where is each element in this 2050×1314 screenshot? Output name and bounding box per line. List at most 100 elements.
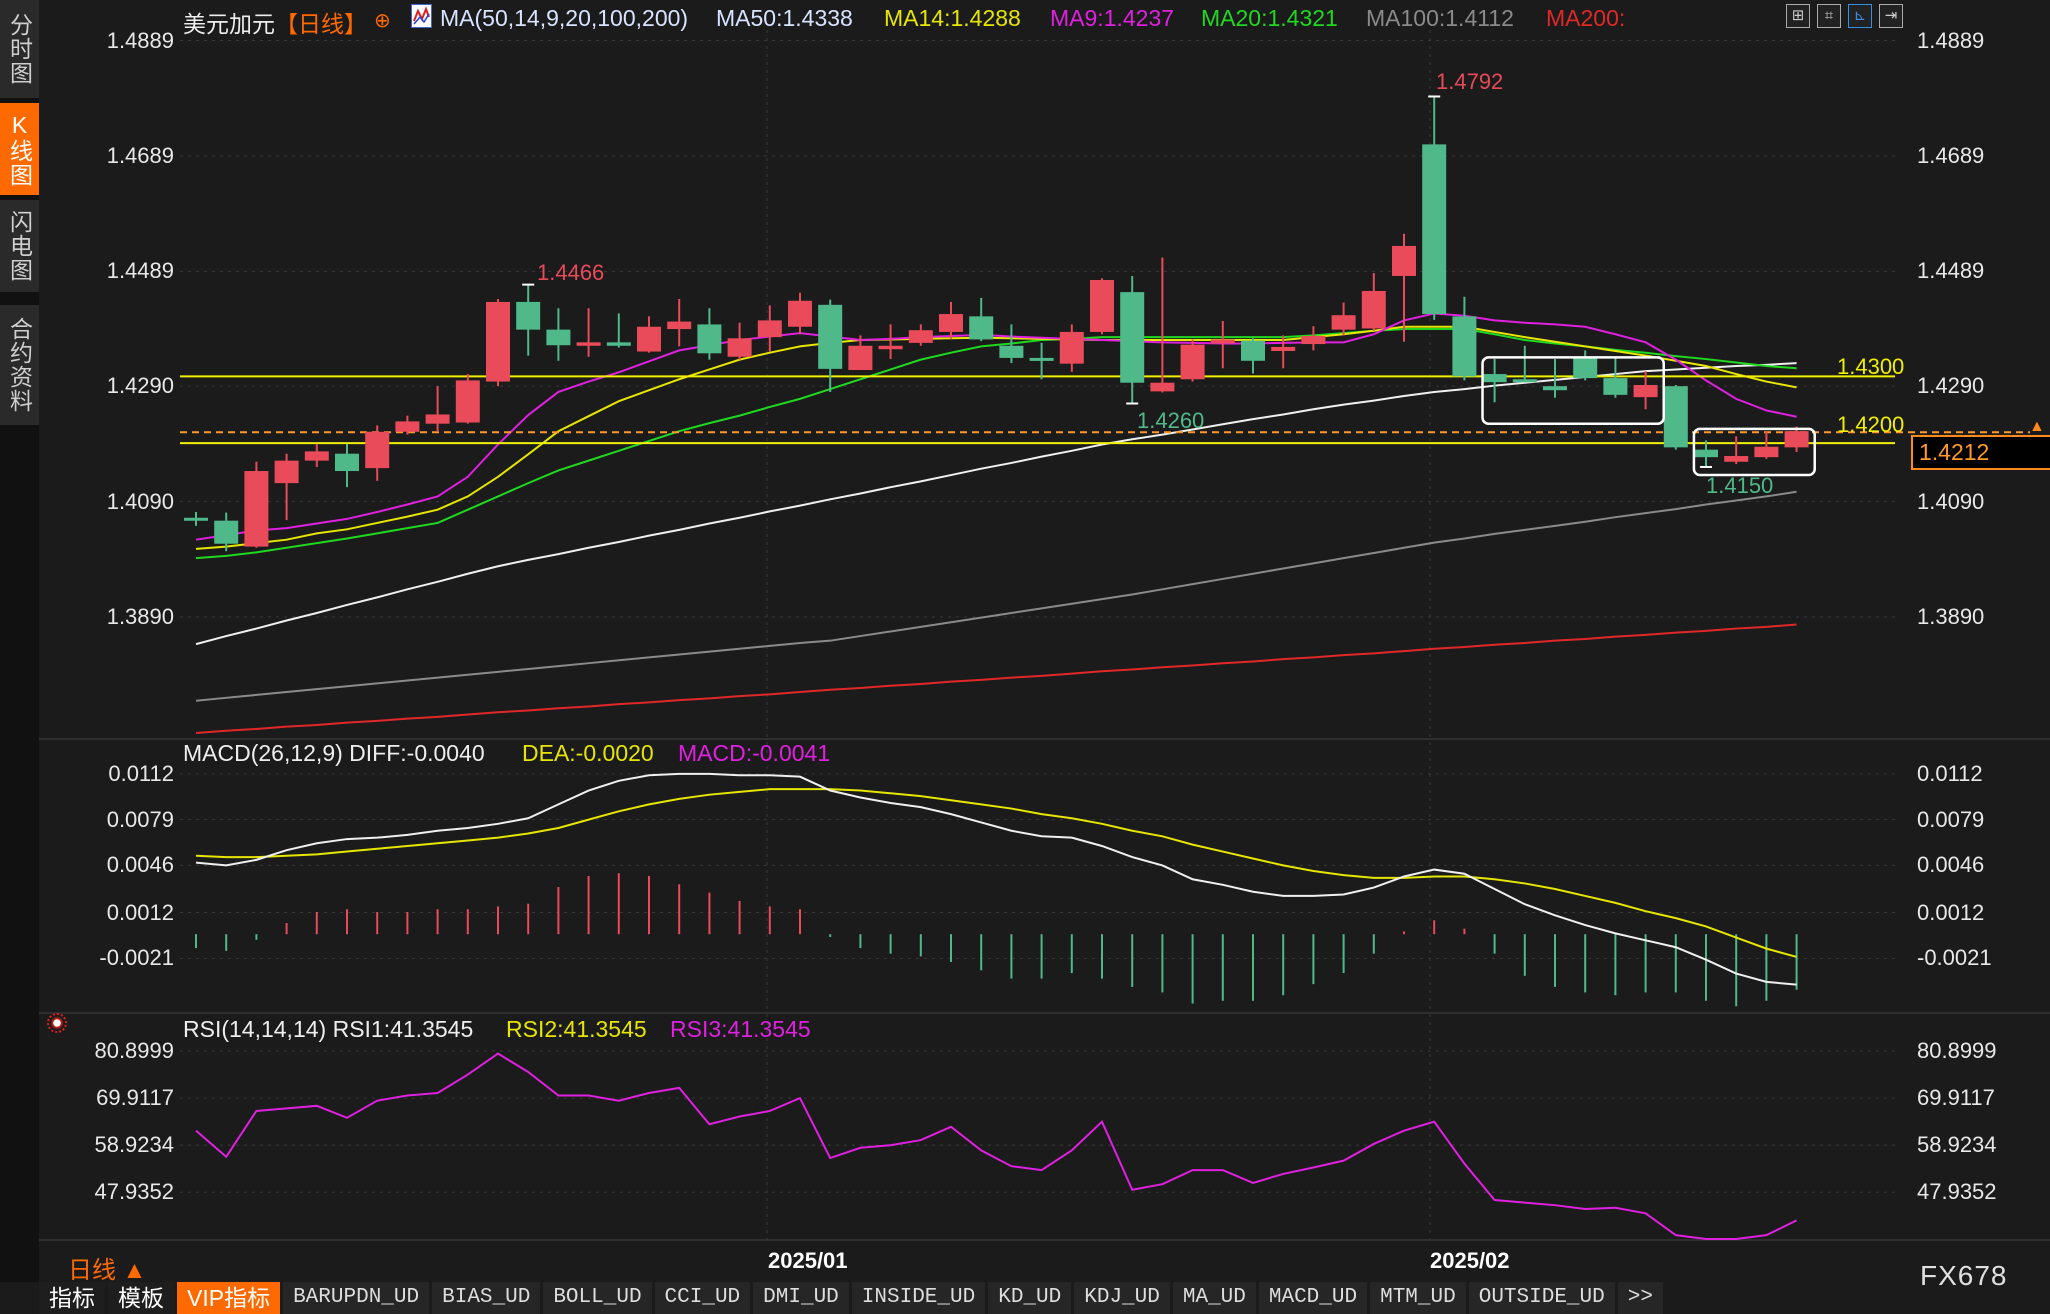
indicator-tab[interactable]: DMI_UD	[753, 1282, 849, 1314]
line-1.4300-label: 1.4300	[1837, 354, 1905, 379]
ma-line-ma14	[195, 325, 1797, 550]
indicator-tab[interactable]: >>	[1617, 1282, 1663, 1314]
macd-axis-label: 0.0079	[1917, 806, 1985, 832]
indicator-tab[interactable]: KDJ_UD	[1074, 1282, 1170, 1314]
target-icon[interactable]	[47, 1013, 67, 1033]
candle-body	[1784, 431, 1809, 448]
candle-body	[1180, 344, 1205, 380]
candle-body	[1090, 279, 1114, 332]
candle-body	[1512, 379, 1537, 383]
left-tab-strip: 分时图 K线图 闪电图 合约资料	[0, 0, 39, 1282]
indicator-tab[interactable]: OUTSIDE_UD	[1468, 1282, 1615, 1314]
exit-icon[interactable]: ⇥	[1879, 4, 1903, 28]
brand-logo: FX678	[1920, 1260, 2008, 1291]
ma50-value: MA50:1.4338	[716, 5, 853, 31]
ma-line-ma50	[195, 362, 1797, 646]
candle-body	[1241, 340, 1265, 361]
macd-value: MACD:-0.0041	[678, 740, 831, 766]
tab-timeshare[interactable]: 分时图	[0, 0, 39, 98]
candle-body	[1482, 374, 1507, 383]
indicator-tab[interactable]: CCI_UD	[654, 1282, 751, 1314]
candle-body	[546, 329, 571, 346]
tab-kline[interactable]: K线图	[0, 103, 39, 195]
rsi-axis-label: 47.9352	[1917, 1179, 1997, 1205]
rsi-axis-label: 69.9117	[96, 1085, 174, 1111]
macd-panel	[195, 772, 1798, 1007]
price-axis-label: 1.4290	[1917, 373, 1985, 399]
candle-body	[697, 324, 722, 354]
ma-line-ma20	[195, 328, 1797, 560]
ma-chart-icon[interactable]	[411, 4, 432, 28]
indicator-tab[interactable]: BOLL_UD	[543, 1282, 652, 1314]
indicator-tab[interactable]: MTM_UD	[1370, 1282, 1466, 1314]
chart-line-icon[interactable]: ⊾	[1848, 4, 1872, 28]
indicator-tab[interactable]: MA_UD	[1172, 1282, 1256, 1314]
candle-body	[455, 380, 480, 423]
candle-body	[274, 460, 299, 484]
indicator-tab[interactable]: 指标	[39, 1282, 105, 1314]
rsi-axis-label: 58.9234	[1917, 1132, 1997, 1158]
candle-body	[1059, 331, 1084, 364]
ma14-value: MA14:1.4288	[884, 5, 1021, 31]
macd-params: MACD(26,12,9) DIFF:-0.0040	[183, 740, 485, 766]
tab-flash-chart[interactable]: 闪电图	[0, 200, 39, 292]
candle-body	[1694, 449, 1718, 458]
rsi-axis-label: 80.8999	[94, 1038, 174, 1063]
candle-body	[848, 345, 873, 371]
diff-line	[195, 772, 1797, 986]
candle-body	[1150, 382, 1175, 392]
period-toggle[interactable]: 日线 ▲	[68, 1257, 147, 1284]
candle-body	[939, 314, 963, 332]
candle-body	[1633, 385, 1658, 398]
candle-body	[365, 431, 390, 469]
indicator-tab[interactable]: BIAS_UD	[432, 1282, 541, 1314]
price-axis-label: 1.4489	[106, 258, 174, 284]
indicator-tab[interactable]: MACD_UD	[1258, 1282, 1368, 1314]
prior-high-label: 1.4466	[537, 260, 605, 285]
candle-body	[757, 320, 782, 338]
candle-body	[576, 342, 601, 346]
price-arrow-icon[interactable]: ▲	[2029, 418, 2045, 435]
line-1.4200-label: 1.4200	[1837, 412, 1905, 437]
ma100-value: MA100:1.4112	[1366, 5, 1514, 31]
price-axis-label: 1.3890	[106, 604, 174, 630]
ma-params: MA(50,14,9,20,100,200)	[440, 5, 689, 31]
candle-body	[667, 321, 692, 330]
tab-contract-info[interactable]: 合约资料	[0, 305, 39, 425]
price-axis-label: 1.3890	[1917, 604, 1985, 630]
candle-body	[1210, 339, 1235, 344]
high-label: 1.4792	[1436, 69, 1504, 94]
indicator-tab[interactable]: BARUPDN_UD	[283, 1282, 430, 1314]
tab-label: 合约资料	[6, 317, 33, 413]
candle-body	[1452, 316, 1477, 377]
crosshair-icon[interactable]: ⌗	[1817, 4, 1841, 28]
recent-low-label: 1.4150	[1706, 473, 1774, 498]
indicator-tab[interactable]: INSIDE_UD	[851, 1282, 986, 1314]
candle-body	[878, 345, 903, 350]
rsi2-value: RSI2:41.3545	[506, 1016, 647, 1042]
indicator-tab[interactable]: VIP指标	[177, 1282, 281, 1314]
candle-body	[214, 520, 239, 544]
grid-layout-icon[interactable]: ⊞	[1786, 4, 1810, 28]
period-label[interactable]: 【日线】	[275, 11, 367, 37]
macd-dea: DEA:-0.0020	[522, 740, 654, 766]
rsi-params: RSI(14,14,14) RSI1:41.3545	[183, 1016, 474, 1042]
candle-body	[908, 330, 933, 343]
symbol-title: 美元加元	[183, 11, 275, 37]
indicator-tab[interactable]: 模板	[108, 1282, 174, 1314]
price-axis-label: 1.4090	[1917, 488, 1985, 514]
price-axis-label: 1.4889	[106, 27, 174, 53]
rsi-panel	[195, 1052, 1798, 1241]
price-axis-label: 1.4290	[106, 373, 174, 399]
low-label: 1.4260	[1137, 408, 1205, 433]
ma9-value: MA9:1.4237	[1050, 5, 1175, 31]
candle-body	[1361, 290, 1386, 329]
indicator-tab[interactable]: KD_UD	[988, 1282, 1072, 1314]
ma-line-ma200	[195, 623, 1797, 735]
candle-body	[818, 304, 843, 369]
macd-axis-label: 0.0112	[1917, 760, 1983, 786]
plus-circle-icon[interactable]: ⊕	[374, 10, 391, 32]
macd-axis-label: 0.0079	[106, 806, 174, 832]
candle-body	[788, 300, 812, 327]
